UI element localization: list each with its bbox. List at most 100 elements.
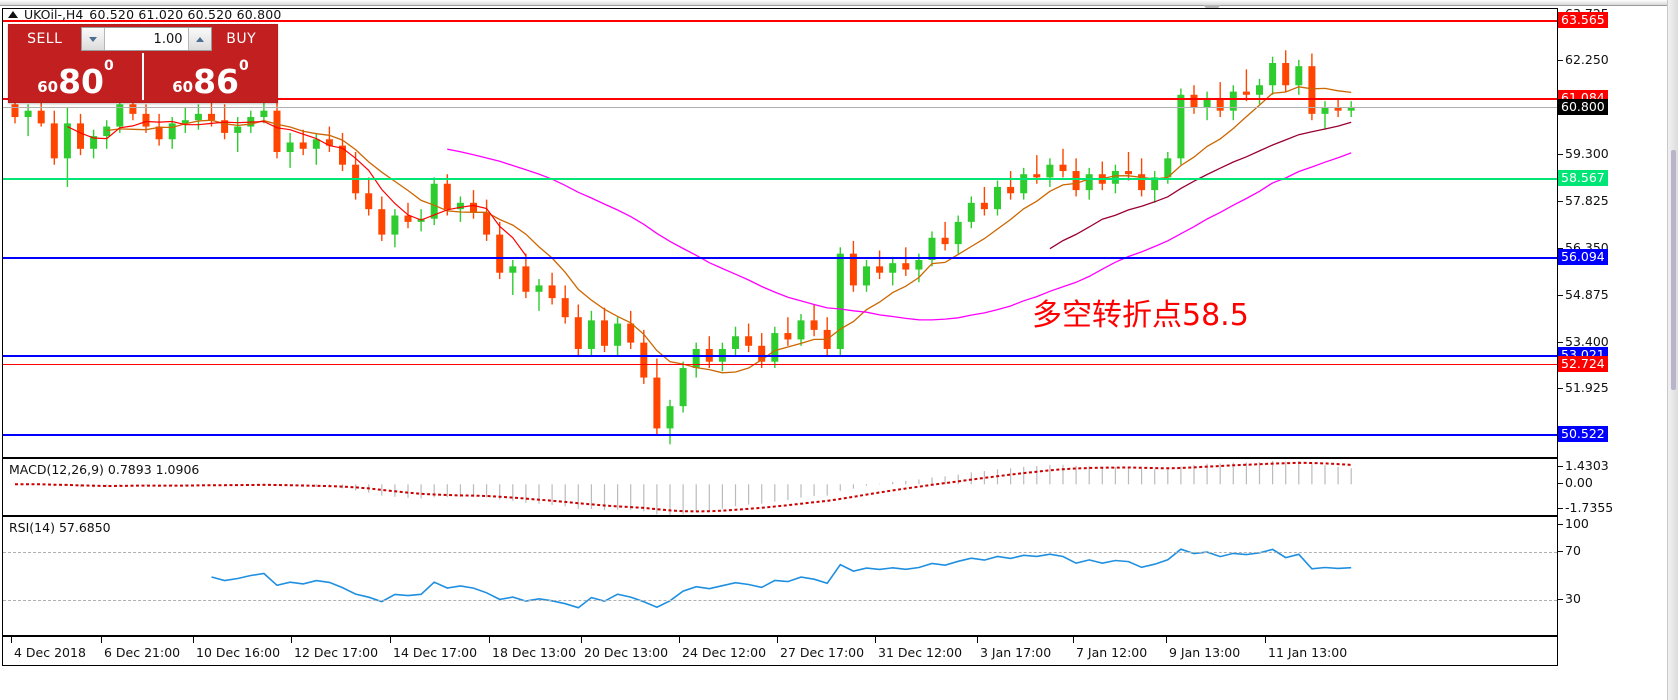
moving-average-line xyxy=(106,86,1352,374)
date-axis-tick xyxy=(489,637,490,643)
rsi-axis-tick: 30 xyxy=(1558,591,1581,606)
macd-label: MACD(12,26,9) 0.7893 1.0906 xyxy=(9,462,200,477)
date-axis-tick xyxy=(193,637,194,643)
sell-price-fraction: 0 xyxy=(104,58,114,74)
date-axis-label: 11 Jan 13:00 xyxy=(1268,645,1348,660)
date-axis-label: 20 Dec 13:00 xyxy=(584,645,669,660)
date-axis-label: 31 Dec 12:00 xyxy=(878,645,963,660)
date-axis-tick xyxy=(11,637,12,643)
date-axis-label: 3 Jan 17:00 xyxy=(980,645,1052,660)
volume-increment-button[interactable] xyxy=(187,28,211,50)
sell-button[interactable]: SELL xyxy=(27,31,63,47)
window-title-bar xyxy=(0,0,1678,6)
date-axis-label: 12 Dec 17:00 xyxy=(294,645,379,660)
price-axis-tick: 53.400 xyxy=(1558,334,1609,349)
buy-price-display[interactable]: 60 86 0 xyxy=(144,53,277,100)
scrollbar-thumb[interactable] xyxy=(1671,150,1676,390)
price-level-line[interactable] xyxy=(3,257,1557,260)
date-axis-tick xyxy=(291,637,292,643)
chevron-up-icon xyxy=(195,36,204,42)
symbol-name: UKOil-,H4 xyxy=(24,7,84,22)
date-axis-label: 7 Jan 12:00 xyxy=(1076,645,1148,660)
date-axis-label: 4 Dec 2018 xyxy=(14,645,86,660)
price-level-tag[interactable]: 56.094 xyxy=(1558,249,1608,266)
macd-axis-tick: 1.4303 xyxy=(1558,458,1609,473)
date-axis-tick xyxy=(679,637,680,643)
macd-series xyxy=(14,461,1352,515)
buy-button[interactable]: BUY xyxy=(226,31,257,47)
symbol-header: UKOil-,H4 60.520 61.020 60.520 60.800 xyxy=(8,7,282,22)
moving-average-line xyxy=(447,148,1352,321)
price-level-tag[interactable]: 63.565 xyxy=(1558,11,1608,28)
price-axis-tick: 57.825 xyxy=(1558,193,1609,208)
date-axis-label: 27 Dec 17:00 xyxy=(780,645,865,660)
window-scroll-rail[interactable] xyxy=(1667,0,1678,700)
macd-axis-tick: 0.00 xyxy=(1558,475,1593,490)
price-level-tag[interactable]: 50.522 xyxy=(1558,426,1608,443)
triangle-up-icon xyxy=(8,11,18,18)
price-level-tag[interactable]: 52.724 xyxy=(1558,356,1608,373)
price-axis[interactable]: 63.72562.25060.77559.30057.82556.35054.8… xyxy=(1558,6,1668,458)
symbol-ohlc: 60.520 61.020 60.520 60.800 xyxy=(89,7,282,22)
date-axis-tick xyxy=(1166,637,1167,643)
rsi-panel[interactable]: RSI(14) 57.6850 xyxy=(2,516,1558,636)
one-click-trading-panel[interactable]: SELL BUY 60 80 0 60 86 0 xyxy=(8,24,278,103)
price-level-line[interactable] xyxy=(3,178,1557,181)
macd-signal-line xyxy=(14,461,1352,513)
price-plot-area[interactable] xyxy=(3,9,1557,457)
date-axis-tick xyxy=(977,637,978,643)
price-axis-tick: 59.300 xyxy=(1558,146,1609,161)
rsi-axis-tick: 100 xyxy=(1558,516,1589,531)
macd-axis-tick: -1.7355 xyxy=(1558,500,1613,515)
date-axis-tick xyxy=(777,637,778,643)
macd-plot-area[interactable] xyxy=(3,459,1557,515)
buy-price-fraction: 0 xyxy=(239,58,249,74)
chevron-down-icon xyxy=(88,36,97,42)
date-axis-label: 9 Jan 13:00 xyxy=(1169,645,1241,660)
moving-average-line xyxy=(1049,121,1352,250)
date-axis-tick xyxy=(1265,637,1266,643)
buy-price-points: 60 xyxy=(172,78,194,96)
date-axis-label: 18 Dec 13:00 xyxy=(492,645,577,660)
price-axis-tick: 62.250 xyxy=(1558,52,1609,67)
price-axis-tick: 54.875 xyxy=(1558,287,1609,302)
rsi-level-line xyxy=(3,552,1557,554)
moving-average-line xyxy=(67,120,527,256)
volume-input[interactable] xyxy=(104,28,188,50)
buy-price-value: 86 xyxy=(193,62,240,101)
price-level-line[interactable] xyxy=(3,19,1557,22)
macd-panel[interactable]: MACD(12,26,9) 0.7893 1.0906 xyxy=(2,458,1558,516)
price-level-line[interactable] xyxy=(3,98,1557,101)
date-axis-label: 24 Dec 12:00 xyxy=(682,645,767,660)
rsi-axis-tick: 70 xyxy=(1558,543,1581,558)
volume-stepper[interactable] xyxy=(80,27,212,51)
price-level-tag[interactable]: 58.567 xyxy=(1558,170,1608,187)
date-axis-label: 10 Dec 16:00 xyxy=(196,645,281,660)
date-axis-label: 14 Dec 17:00 xyxy=(393,645,478,660)
date-axis[interactable]: 4 Dec 2018 6 Dec 21:00 10 Dec 16:00 12 Dec … xyxy=(2,636,1558,666)
price-level-line[interactable] xyxy=(3,107,1557,109)
rsi-label: RSI(14) 57.6850 xyxy=(9,520,111,535)
price-level-line[interactable] xyxy=(3,434,1557,437)
sell-price-points: 60 xyxy=(37,78,59,96)
chart-annotation-text: 多空转折点58.5 xyxy=(1032,298,1249,333)
rsi-axis[interactable]: 100 70 30 xyxy=(1558,516,1668,636)
date-axis-tick xyxy=(1073,637,1074,643)
date-axis-tick xyxy=(875,637,876,643)
rsi-line xyxy=(211,548,1352,609)
rsi-series xyxy=(211,548,1352,609)
volume-decrement-button[interactable] xyxy=(81,28,105,50)
macd-axis[interactable]: 1.4303 0.00 -1.7355 xyxy=(1558,458,1668,516)
date-axis-tick xyxy=(101,637,102,643)
price-axis-tick: 51.925 xyxy=(1558,380,1609,395)
price-level-line[interactable] xyxy=(3,354,1557,357)
date-axis-tick xyxy=(390,637,391,643)
date-axis-tick xyxy=(581,637,582,643)
date-axis-label: 6 Dec 21:00 xyxy=(104,645,181,660)
rsi-level-line xyxy=(3,599,1557,601)
sell-price-display[interactable]: 60 80 0 xyxy=(9,53,144,100)
price-level-tag[interactable]: 60.800 xyxy=(1558,99,1608,116)
rsi-plot-area[interactable] xyxy=(3,517,1557,635)
price-level-line[interactable] xyxy=(3,364,1557,366)
